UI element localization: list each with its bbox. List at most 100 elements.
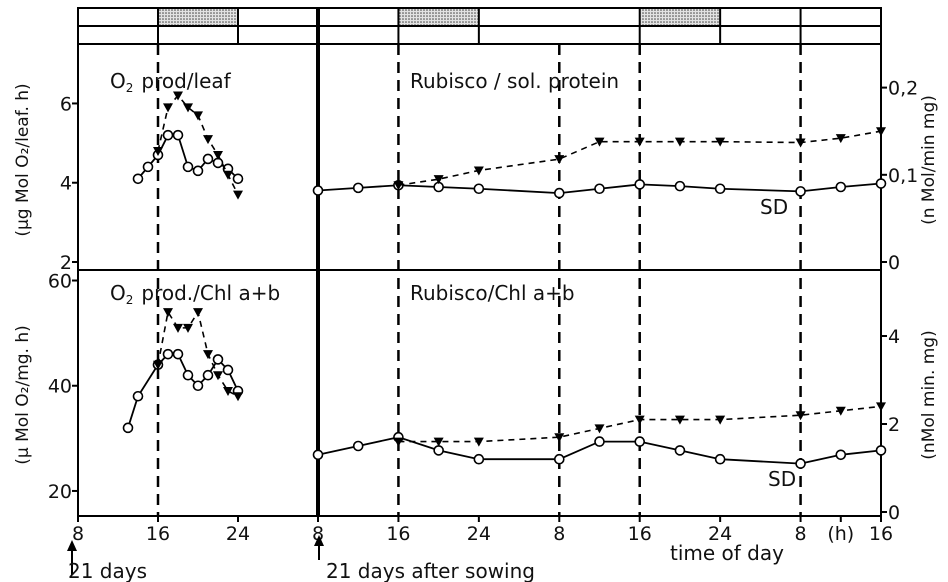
triangle-point: [473, 437, 484, 447]
triangle-point: [835, 134, 846, 144]
y-tick-label: 0,1: [888, 165, 918, 187]
dark-period-cells: [158, 9, 721, 25]
triangle-point: [674, 415, 685, 425]
circle-point: [132, 390, 144, 402]
triangle-point: [674, 137, 685, 147]
series-line: [127, 353, 239, 429]
series-line: [157, 94, 239, 195]
triangle-point: [233, 190, 243, 200]
triangle-point: [223, 387, 233, 396]
y-tick-label: 0: [888, 252, 900, 274]
triangle-point: [183, 323, 193, 333]
sd-label-bottom: SD: [768, 467, 796, 491]
series-bottom_right: [393, 402, 886, 447]
series-bottom_left: [122, 348, 244, 434]
y-tick-label: 20: [48, 481, 72, 503]
triangle-point: [795, 411, 806, 421]
x-ticks: 8 16 24 8 16 24 8 16 24 8 (h) 16: [72, 516, 893, 545]
y-tick-label: 0: [888, 502, 900, 524]
ylabel-top-left: (µg Mol O₂/leaf. h): [13, 83, 33, 236]
circle-point: [172, 129, 184, 141]
triangle-point: [433, 175, 444, 185]
triangle-point: [594, 137, 605, 147]
circle-point: [352, 440, 364, 452]
circle-point: [232, 173, 244, 185]
ylabel-top-right: (n Mol/min mg): [919, 95, 939, 225]
triangle-point: [835, 406, 846, 416]
series-top_right: [312, 178, 887, 199]
circle-point: [433, 445, 444, 456]
circle-point: [594, 183, 605, 195]
triangle-point: [594, 424, 605, 434]
dark-period-cell: [158, 9, 238, 25]
y-tick-label: 6: [60, 93, 72, 115]
triangle-point: [193, 308, 203, 318]
x-tick-label: 16: [386, 523, 410, 545]
triangle-point: [163, 308, 173, 318]
x-tick-label: 8: [795, 523, 807, 545]
triangle-point: [433, 437, 444, 447]
dark-period-cell: [639, 9, 721, 25]
title-bottom-right: Rubisco/Chl a+b: [410, 281, 575, 305]
x-tick-label: 24: [226, 523, 250, 545]
circle-point: [192, 165, 204, 177]
x-tick-label: 8: [72, 523, 84, 545]
series-top_left: [153, 91, 243, 200]
triangle-point: [554, 155, 565, 165]
series-line: [137, 134, 239, 180]
x-tick-label: 16: [628, 523, 652, 545]
circle-point: [312, 449, 324, 461]
x-axis-label: time of day: [670, 541, 784, 565]
dark-period-cell: [398, 9, 479, 25]
ylabel-bottom-right: (nMol min. mg): [919, 330, 939, 459]
x-tick-label: 8: [553, 523, 565, 545]
circle-point: [714, 183, 726, 195]
data-series: [122, 91, 887, 469]
triangle-point: [393, 437, 404, 447]
x-tick-label: 16: [146, 523, 170, 545]
triangle-point: [634, 137, 645, 147]
circle-point: [714, 453, 726, 465]
circle-point: [473, 453, 485, 465]
circle-point: [202, 369, 214, 381]
y-tick-label: 40: [48, 376, 72, 398]
triangle-point: [715, 415, 726, 425]
x-tick-label: 24: [467, 523, 491, 545]
sd-label-top: SD: [760, 195, 788, 219]
title-bottom-left: O2 prod./Chl a+b: [110, 281, 280, 307]
circle-point: [795, 186, 806, 197]
title-top-right: Rubisco / sol. protein: [410, 69, 619, 93]
circle-point: [162, 348, 174, 360]
triangle-point: [213, 371, 223, 381]
y-tick-label: 2: [888, 414, 900, 436]
circle-point: [192, 380, 204, 392]
triangle-point: [193, 111, 203, 121]
x-tick-label: (h): [827, 523, 854, 545]
title-top-left: O2 prod/leaf: [110, 69, 232, 95]
circle-point: [212, 354, 224, 365]
y-ticks: 2 4 6 20 40 60 0 0,1 0,2 0 2 4: [48, 78, 918, 524]
triangle-point: [173, 91, 183, 101]
series-bottom_left: [153, 308, 243, 402]
circle-point: [222, 364, 234, 376]
triangle-point: [173, 323, 183, 333]
circle-point: [674, 445, 686, 456]
triangle-point: [715, 137, 726, 147]
y-tick-label: 4: [888, 326, 900, 348]
circle-point: [875, 445, 887, 456]
triangle-point: [203, 350, 213, 360]
triangle-point: [163, 103, 173, 113]
triangle-point: [183, 103, 193, 113]
circle-point: [553, 187, 565, 199]
series-top_right: [393, 127, 886, 191]
circle-point: [122, 422, 134, 434]
triangle-point: [153, 147, 163, 157]
triangle-point: [473, 166, 484, 176]
circle-point: [634, 436, 646, 447]
circle-point: [172, 348, 184, 360]
start-arrow-left: [67, 540, 77, 575]
circle-point: [142, 161, 154, 173]
ylabel-bottom-left: (µ Mol O₂/mg. h): [13, 325, 33, 465]
triangle-point: [203, 135, 213, 145]
triangle-point: [876, 127, 886, 137]
